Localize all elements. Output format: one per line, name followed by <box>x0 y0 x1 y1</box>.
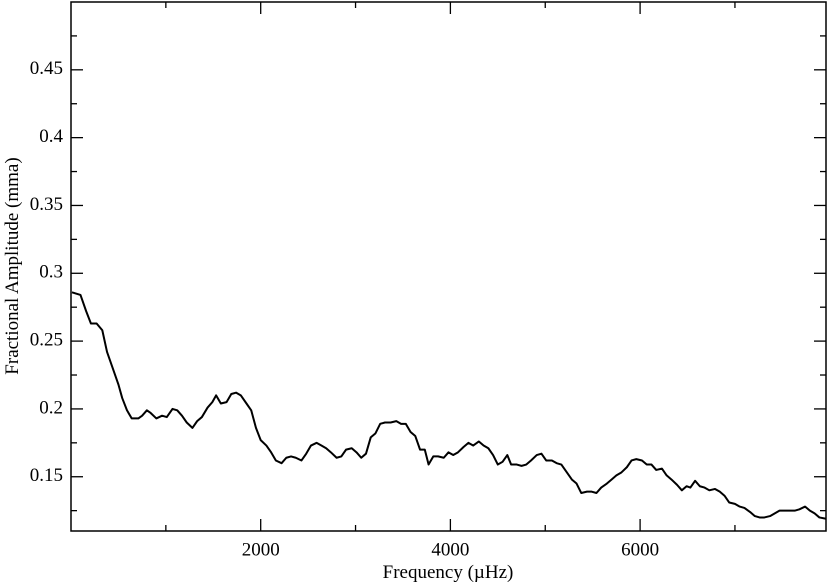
x-tick-label: 6000 <box>621 539 659 560</box>
x-axis-label: Frequency (µHz) <box>383 562 514 582</box>
y-tick-label: 0.25 <box>30 329 63 350</box>
y-tick-label: 0.2 <box>39 397 63 418</box>
y-tick-label: 0.3 <box>39 262 63 283</box>
x-tick-label: 4000 <box>431 539 469 560</box>
y-tick-label: 0.35 <box>30 194 63 215</box>
plot-frame <box>70 1 827 532</box>
y-tick-label: 0.15 <box>30 465 63 486</box>
data-line <box>71 291 827 520</box>
y-tick-label: 0.4 <box>39 126 63 147</box>
x-tick-label: 2000 <box>242 539 280 560</box>
y-axis-label: Fractional Amplitude (mma) <box>2 157 23 374</box>
y-tick-label: 0.45 <box>30 58 63 79</box>
